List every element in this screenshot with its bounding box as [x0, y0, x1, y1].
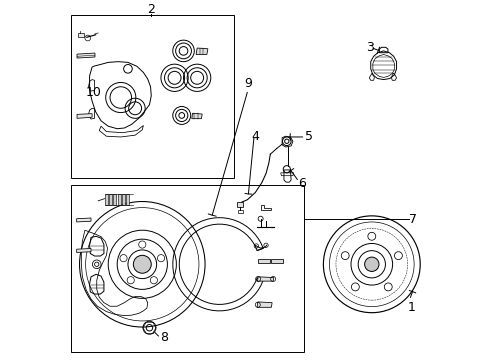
Text: 5: 5 — [305, 130, 312, 144]
Text: 9: 9 — [244, 77, 251, 90]
Polygon shape — [78, 33, 83, 37]
Bar — [113, 194, 116, 205]
Text: 8: 8 — [160, 331, 168, 344]
Bar — [109, 194, 112, 205]
Circle shape — [364, 257, 378, 271]
Polygon shape — [77, 114, 92, 118]
Polygon shape — [196, 48, 207, 54]
Circle shape — [133, 255, 151, 273]
Circle shape — [341, 252, 348, 260]
Bar — [237, 202, 243, 207]
Circle shape — [394, 252, 402, 260]
Bar — [70, 185, 303, 352]
Text: 4: 4 — [251, 130, 259, 144]
Polygon shape — [77, 53, 95, 58]
Polygon shape — [257, 302, 271, 307]
Text: 6: 6 — [297, 177, 305, 190]
Circle shape — [351, 283, 359, 291]
Polygon shape — [258, 259, 269, 263]
Circle shape — [384, 283, 391, 291]
Text: 2: 2 — [147, 3, 155, 16]
Polygon shape — [77, 218, 91, 222]
Polygon shape — [191, 113, 202, 119]
Polygon shape — [271, 259, 282, 263]
Text: 3: 3 — [366, 41, 373, 54]
Bar — [117, 194, 121, 205]
Text: 10: 10 — [86, 86, 102, 99]
Text: 7: 7 — [408, 213, 416, 226]
Circle shape — [367, 232, 375, 240]
Bar — [237, 210, 243, 213]
Polygon shape — [77, 248, 91, 252]
Bar — [126, 194, 129, 205]
Bar — [104, 194, 108, 205]
Bar — [122, 194, 125, 205]
Polygon shape — [257, 277, 273, 281]
Bar — [70, 15, 233, 178]
Text: 1: 1 — [407, 301, 414, 314]
